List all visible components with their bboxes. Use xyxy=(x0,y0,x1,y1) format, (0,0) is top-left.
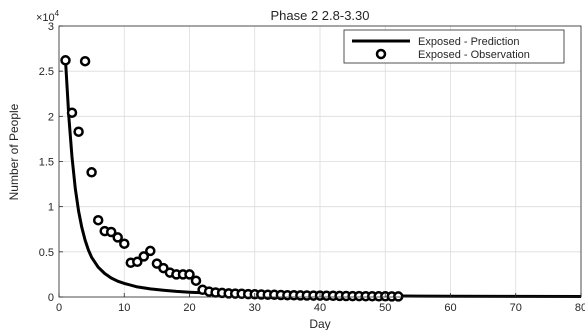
y-axis-multiplier: ×104 xyxy=(36,9,60,24)
observation-point xyxy=(92,214,104,226)
observation-point xyxy=(393,291,404,302)
observation-point xyxy=(79,55,91,67)
observation-point xyxy=(60,55,71,66)
y-multiplier-base: ×10 xyxy=(36,12,55,24)
y-axis-label: Number of People xyxy=(7,103,21,200)
chart-title: Phase 2 2.8-3.30 xyxy=(270,8,369,23)
observation-point xyxy=(73,126,84,137)
y-tick-label: 2 xyxy=(48,111,54,123)
y-tick-label: 0 xyxy=(48,292,54,304)
observation-point xyxy=(145,245,156,257)
x-tick-label: 0 xyxy=(56,302,62,314)
y-multiplier-exponent: 4 xyxy=(55,9,60,18)
legend: Exposed - Prediction Exposed - Observati… xyxy=(343,29,565,64)
y-tick-label: 2.5 xyxy=(39,66,54,78)
observation-point xyxy=(112,232,123,243)
x-tick-label: 40 xyxy=(314,302,326,314)
x-axis-label: Day xyxy=(309,317,330,330)
y-tick-label: 0.5 xyxy=(39,247,54,259)
x-tick-label: 60 xyxy=(444,302,456,314)
y-tick-label: 1 xyxy=(48,202,54,214)
observation-point xyxy=(138,251,150,262)
observation-point xyxy=(86,167,97,178)
x-tick-label: 80 xyxy=(575,302,585,314)
legend-label-observation: Exposed - Observation xyxy=(418,49,530,61)
x-tick-label: 10 xyxy=(118,302,130,314)
legend-label-prediction: Exposed - Prediction xyxy=(418,36,520,48)
observation-point xyxy=(184,269,195,280)
y-tick-label: 1.5 xyxy=(39,157,54,169)
observation-point xyxy=(66,107,78,118)
x-tick-label: 30 xyxy=(249,302,261,314)
observation-point xyxy=(190,275,202,286)
y-tick-label: 3 xyxy=(48,21,54,33)
x-tick-label: 70 xyxy=(510,302,522,314)
observation-point xyxy=(119,238,130,249)
observation-point xyxy=(105,226,117,238)
axis-ticks: 0 10 20 30 40 50 60 70 80 0 0.5 1 1.5 2 2.5 3 xyxy=(39,21,585,314)
observation-point xyxy=(132,256,143,268)
x-tick-label: 20 xyxy=(183,302,195,314)
x-tick-label: 50 xyxy=(379,302,391,314)
legend-marker-swatch xyxy=(375,48,387,60)
